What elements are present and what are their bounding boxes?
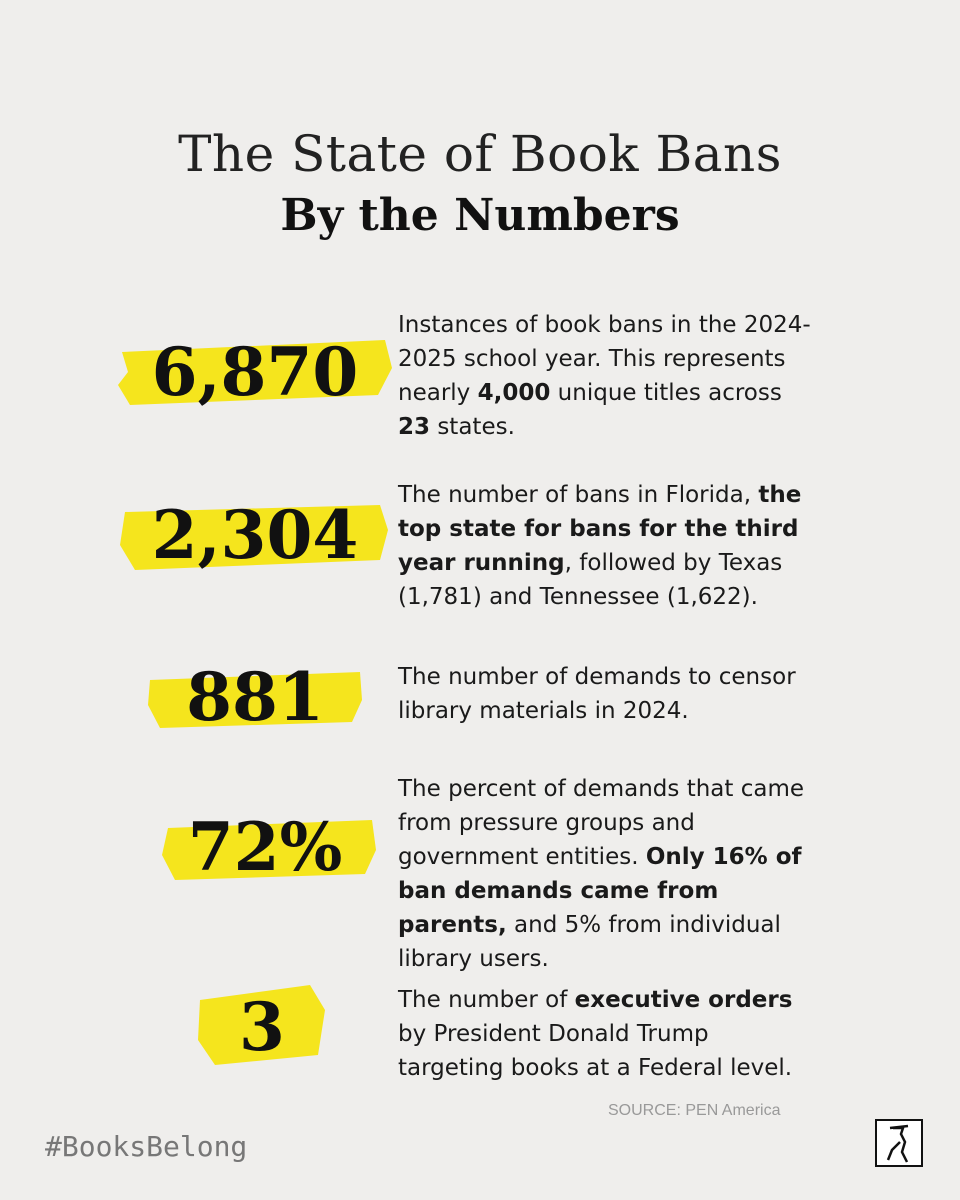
bold-text: executive orders [574, 987, 793, 1013]
hashtag: #BooksBelong [45, 1130, 248, 1163]
text: The percent of demands that came from pr… [398, 776, 805, 870]
highlight [148, 672, 362, 728]
stat-description: The number of executive orders by Presid… [398, 983, 818, 1085]
text: states. [430, 414, 515, 440]
stat-description: The number of bans in Florida, the top s… [398, 478, 818, 614]
stat-description: Instances of book bans in the 2024-2025 … [398, 308, 818, 444]
text: and 5% from individual library users. [398, 912, 781, 972]
highlight [118, 340, 392, 405]
logo-figure [886, 1124, 909, 1163]
highlight [198, 985, 325, 1065]
stat-number: 72% [187, 808, 343, 886]
bold-text: 4,000 [477, 380, 551, 406]
stat-number: 881 [186, 658, 324, 736]
text: , followed by Texas (1,781) and Tennesse… [398, 550, 783, 610]
stat-number: 6,870 [151, 333, 359, 411]
stat-number: 3 [239, 988, 285, 1066]
bold-text: 23 [398, 414, 431, 440]
subtitle: By the Numbers [280, 190, 680, 241]
stat-description: The number of demands to censor library … [398, 660, 818, 728]
stat-number: 2,304 [151, 496, 359, 574]
title: The State of Book Bans [178, 125, 782, 183]
stat-description: The percent of demands that came from pr… [398, 772, 818, 976]
text: The number of bans in Florida, [398, 482, 759, 508]
highlight [120, 505, 388, 570]
text: unique titles across [550, 380, 782, 406]
bold-text: Only 16% of ban demands came from parent… [398, 844, 802, 938]
text: Instances of book bans in the 2024-2025 … [398, 312, 811, 406]
text: by President Donald Trump targeting book… [398, 1021, 793, 1081]
text: The number of [398, 987, 575, 1013]
source: SOURCE: PEN America [608, 1102, 781, 1119]
text: The number of demands to censor library … [398, 664, 796, 724]
bold-text: the top state for bans for the third yea… [398, 482, 802, 576]
highlight [162, 820, 376, 880]
